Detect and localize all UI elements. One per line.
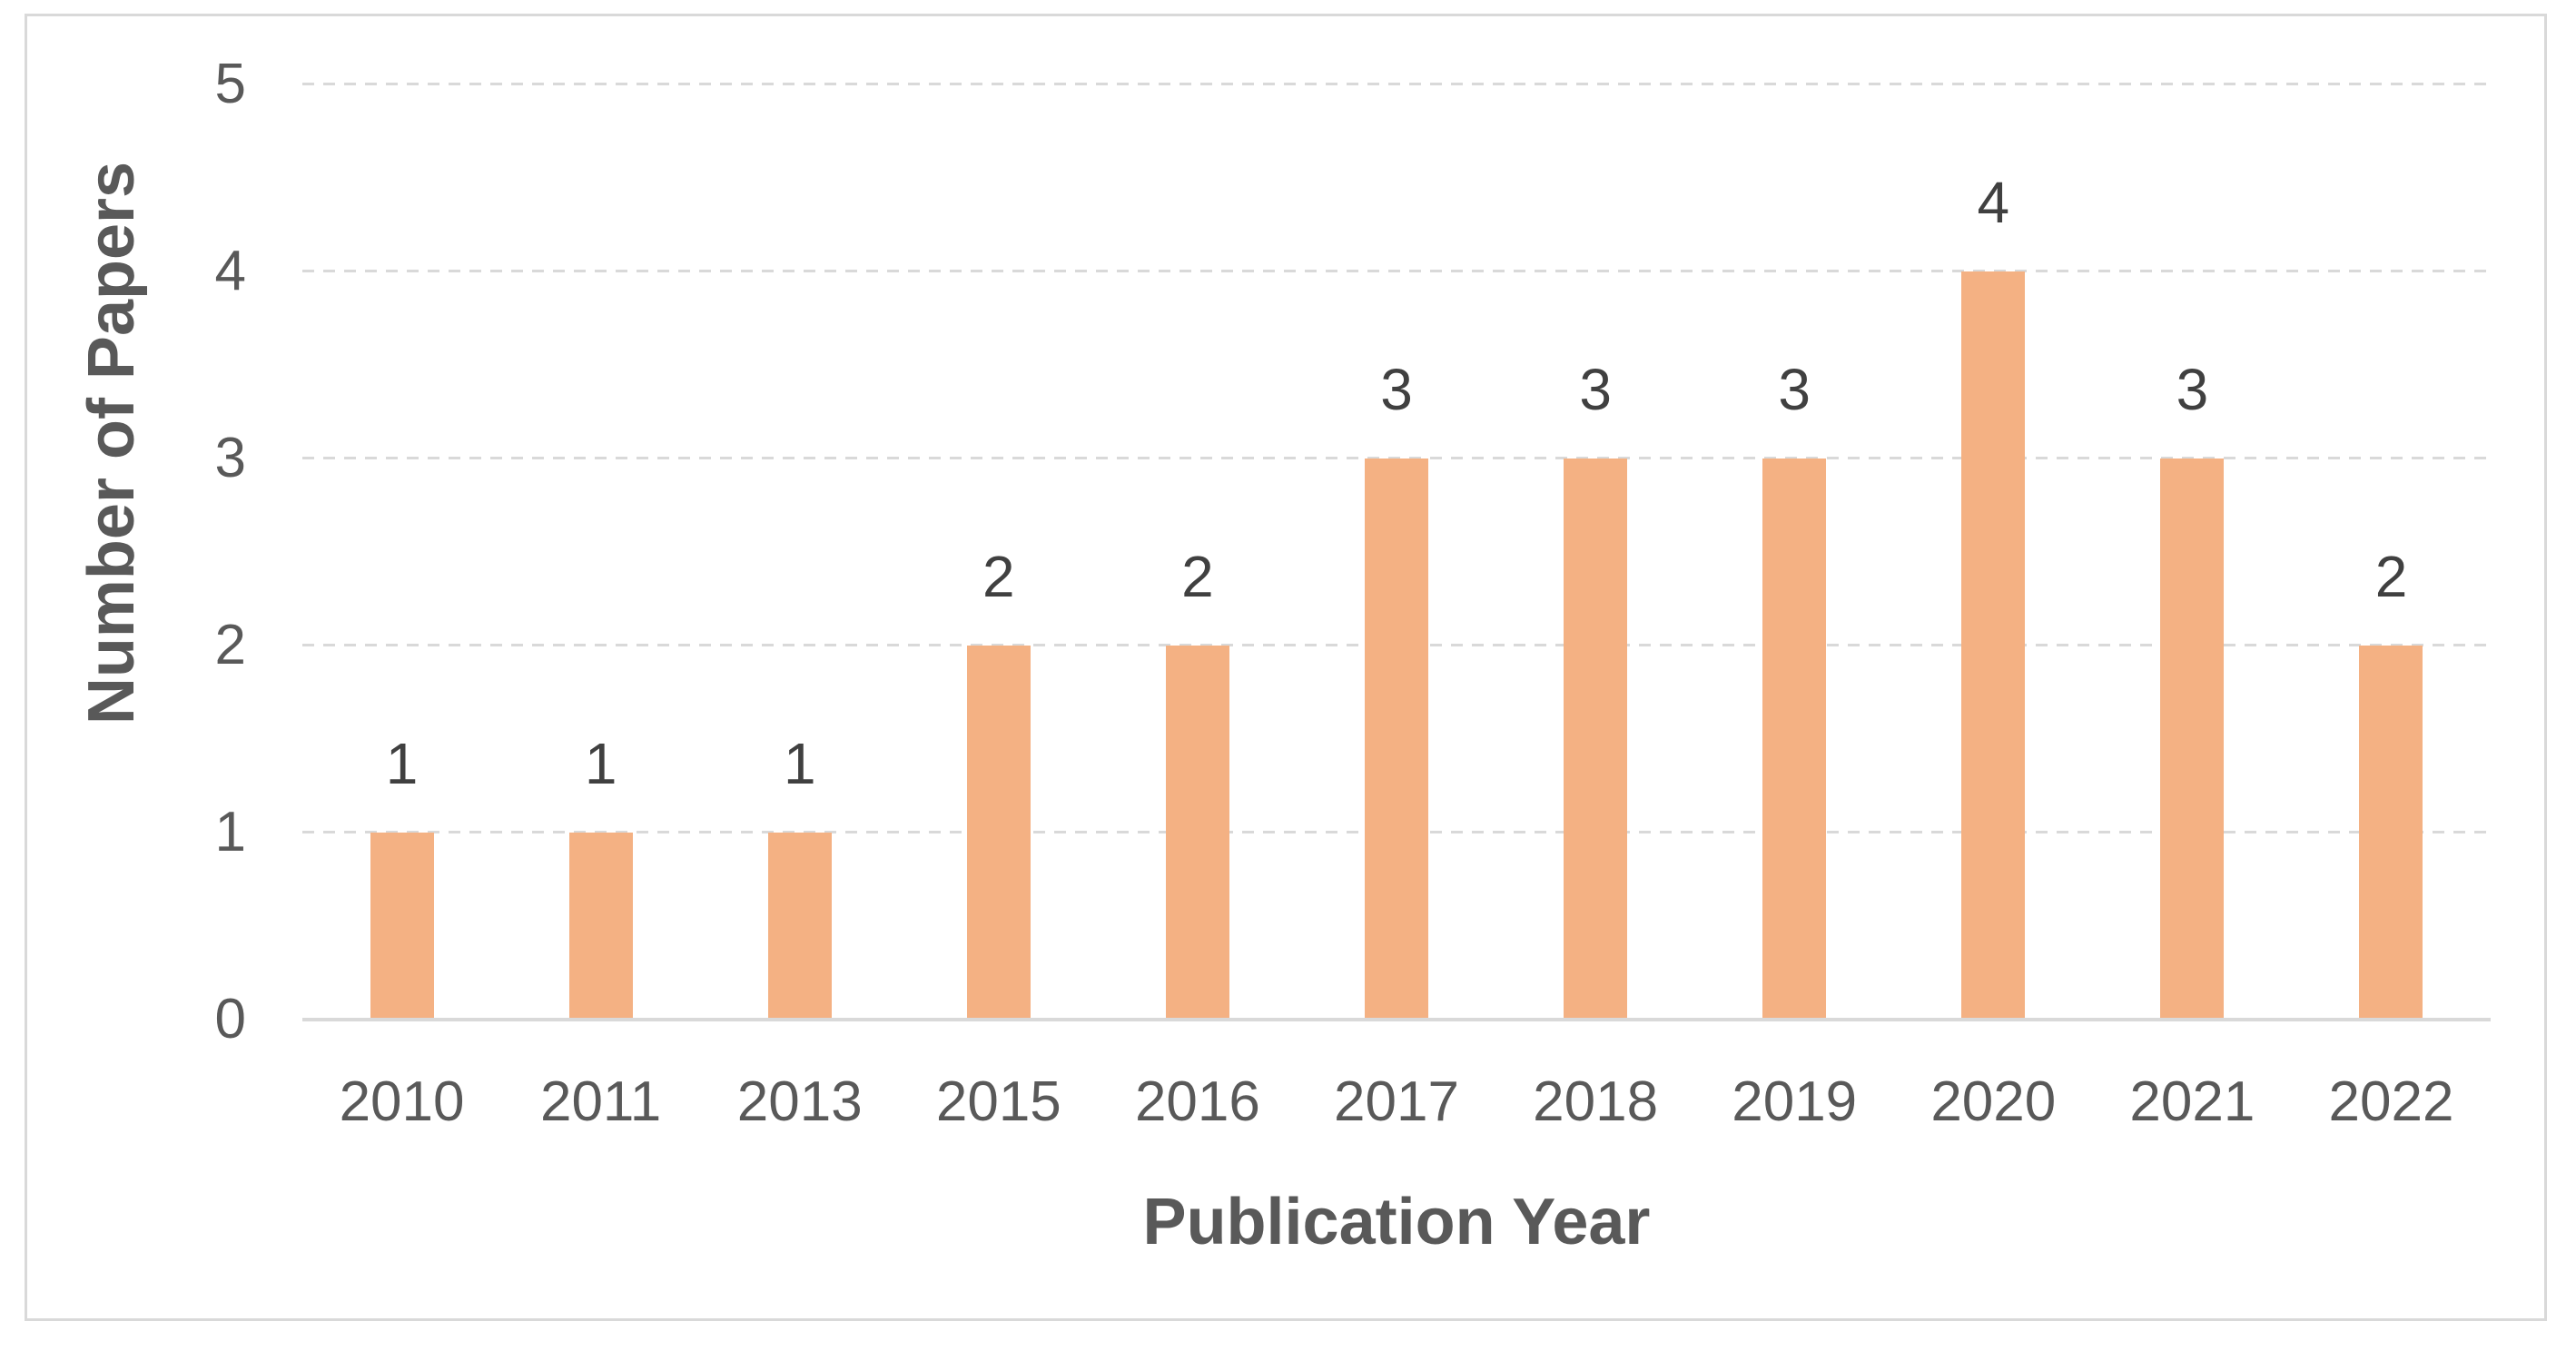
x-tick-label: 2010: [339, 1070, 465, 1133]
x-axis-title: Publication Year: [1142, 1186, 1651, 1258]
y-tick-label: 2: [214, 614, 246, 676]
bar-2018: [1564, 459, 1628, 1020]
bar-value-label: 1: [783, 731, 816, 796]
bar-value-label: 1: [385, 731, 419, 796]
bar-slot: 2: [1098, 84, 1297, 1020]
bar-2017: [1365, 459, 1429, 1020]
gridline: [302, 270, 2491, 272]
bar-value-label: 2: [982, 544, 1015, 609]
bar-2019: [1762, 459, 1827, 1020]
x-tick-label: 2015: [935, 1070, 1061, 1133]
bar-2013: [767, 833, 832, 1020]
bar-slot: 1: [700, 84, 899, 1020]
x-tick-label: 2020: [1930, 1070, 2057, 1133]
x-tick-label: 2011: [539, 1070, 662, 1133]
bar-2020: [1961, 271, 2026, 1020]
bar-2015: [966, 646, 1031, 1020]
bar-value-label: 1: [584, 731, 617, 796]
bar-2010: [370, 833, 434, 1020]
bar-value-label: 2: [1181, 544, 1214, 609]
x-tick-label: 2022: [2328, 1070, 2454, 1133]
bar-slot: 1: [501, 84, 700, 1020]
bar-value-label: 3: [1579, 357, 1612, 422]
bar-slot: 2: [899, 84, 1098, 1020]
bar-2022: [2359, 646, 2423, 1020]
y-tick-label: 3: [214, 427, 246, 489]
bar-value-label: 3: [1380, 357, 1413, 422]
y-tick-label: 5: [214, 53, 246, 115]
gridline: [302, 83, 2491, 85]
bars: 1 1 1 2 2 3 3 3 4 3 2: [302, 84, 2491, 1020]
bar-2016: [1165, 646, 1229, 1020]
chart-frame: Number of Papers 0 1 2 3 4 5 1 1 1 2 2 3 3 3 4 3 2 2010…: [25, 14, 2547, 1321]
y-tick-label: 0: [214, 988, 246, 1050]
bar-2011: [568, 833, 633, 1020]
x-tick-label: 2013: [736, 1070, 863, 1133]
gridline: [302, 457, 2491, 459]
bar-slot: 3: [1695, 84, 1894, 1020]
x-tick-label: 2016: [1134, 1070, 1260, 1133]
bar-slot: 4: [1894, 84, 2093, 1020]
x-tick-label: 2017: [1334, 1070, 1459, 1133]
bar-slot: 2: [2292, 84, 2491, 1020]
bar-value-label: 4: [1977, 170, 2010, 235]
bar-slot: 3: [1496, 84, 1695, 1020]
x-tick-labels: 2010 2011 2013 2015 2016 2017 2018 2019 2020 2021…: [302, 1074, 2491, 1130]
plot-area: 0 1 2 3 4 5 1 1 1 2 2 3 3 3 4 3 2: [215, 56, 2491, 1048]
bar-2021: [2160, 459, 2225, 1020]
y-tick-label: 4: [214, 240, 246, 302]
x-tick-label: 2018: [1533, 1070, 1659, 1133]
bar-slot: 3: [2093, 84, 2292, 1020]
bar-slot: 3: [1297, 84, 1495, 1020]
y-axis-title: Number of Papers: [75, 161, 148, 725]
bar-value-label: 2: [2374, 544, 2408, 609]
x-tick-label: 2019: [1732, 1070, 1858, 1133]
bar-value-label: 3: [1778, 357, 1811, 422]
y-tick-label: 1: [214, 801, 246, 863]
bar-value-label: 3: [2176, 357, 2209, 422]
x-tick-label: 2021: [2129, 1070, 2255, 1133]
bar-slot: 1: [302, 84, 501, 1020]
x-axis-line: [302, 1018, 2491, 1021]
